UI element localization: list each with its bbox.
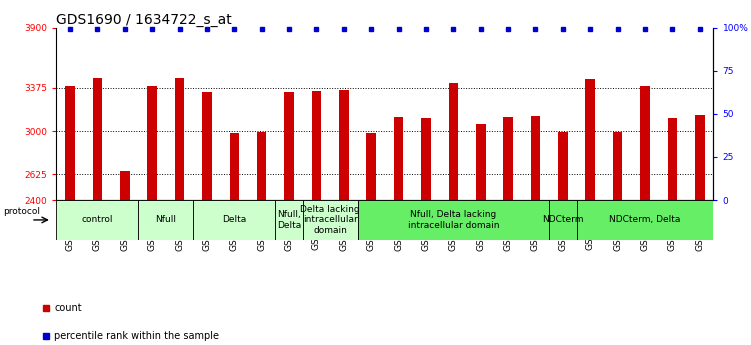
Bar <box>577 200 713 240</box>
Text: Delta lacking
intracellular
domain: Delta lacking intracellular domain <box>300 205 360 235</box>
Bar <box>695 115 704 200</box>
Bar <box>276 200 303 240</box>
Bar <box>175 78 184 200</box>
Bar <box>394 117 403 200</box>
Text: NDCterm, Delta: NDCterm, Delta <box>609 215 680 225</box>
Text: control: control <box>82 215 113 225</box>
Text: Delta: Delta <box>222 215 246 225</box>
Bar <box>92 78 102 200</box>
Bar <box>421 118 431 200</box>
Bar <box>558 132 568 200</box>
Bar <box>56 200 138 240</box>
Bar <box>476 124 485 200</box>
Bar <box>257 132 267 200</box>
Text: Nfull, Delta lacking
intracellular domain: Nfull, Delta lacking intracellular domai… <box>408 210 499 230</box>
Bar <box>147 86 157 200</box>
Bar <box>586 79 595 200</box>
Bar <box>202 92 212 200</box>
Bar <box>613 132 623 200</box>
Bar <box>138 200 193 240</box>
Bar <box>549 200 577 240</box>
Text: Nfull: Nfull <box>155 215 176 225</box>
Bar <box>503 117 513 200</box>
Bar <box>448 83 458 200</box>
Bar <box>531 116 540 200</box>
Text: Nfull,
Delta: Nfull, Delta <box>277 210 301 230</box>
Bar <box>640 86 650 200</box>
Bar <box>366 133 376 200</box>
Bar <box>65 86 75 200</box>
Bar <box>193 200 276 240</box>
Text: count: count <box>55 303 82 313</box>
Text: NDCterm: NDCterm <box>542 215 584 225</box>
Bar <box>285 92 294 200</box>
Text: protocol: protocol <box>3 207 40 216</box>
Bar <box>357 200 549 240</box>
Bar <box>230 134 239 200</box>
Bar <box>339 90 348 200</box>
Text: GDS1690 / 1634722_s_at: GDS1690 / 1634722_s_at <box>56 12 232 27</box>
Text: percentile rank within the sample: percentile rank within the sample <box>55 331 219 341</box>
Bar <box>120 171 130 200</box>
Bar <box>668 118 677 200</box>
Bar <box>303 200 357 240</box>
Bar <box>312 91 321 200</box>
